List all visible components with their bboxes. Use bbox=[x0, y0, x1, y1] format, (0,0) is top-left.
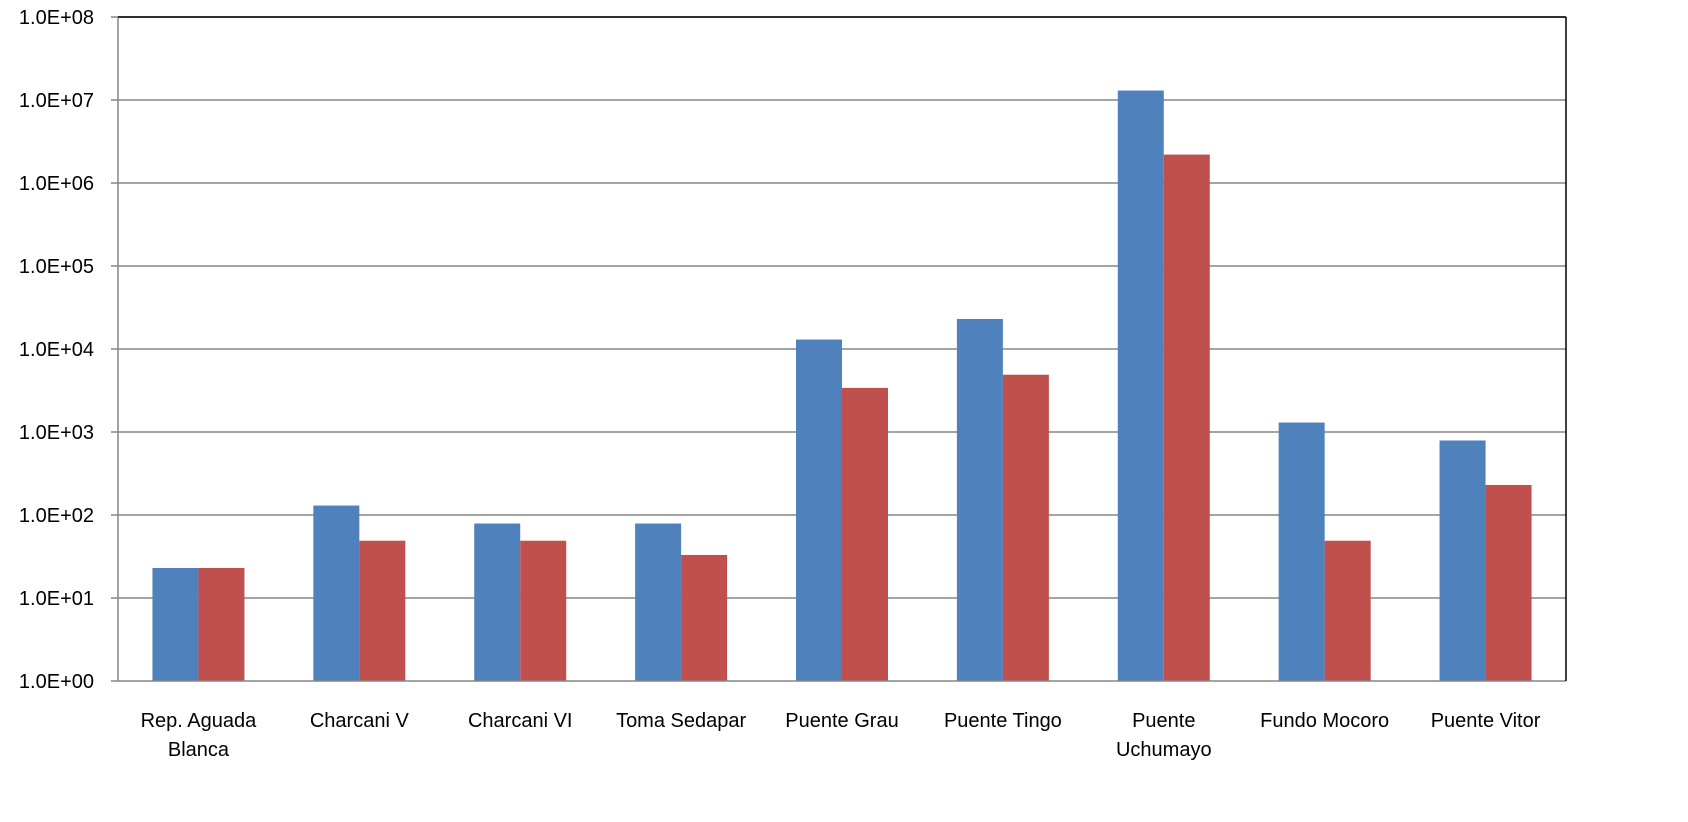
y-tick-labels: 1.0E+00 1.0E+01 1.0E+02 1.0E+03 1.0E+04 1.0E+… bbox=[19, 7, 94, 693]
x-category-labels: Rep. Aguada Blanca Charcani V Charcani VI To… bbox=[141, 710, 1541, 761]
x-tick-label-line: Fundo Mocoro bbox=[1260, 710, 1389, 732]
y-tick-label: 1.0E+02 bbox=[19, 505, 94, 527]
y-tick-label: 1.0E+03 bbox=[19, 422, 94, 444]
y-tick-label: 1.0E+08 bbox=[19, 7, 94, 29]
x-tick-label-line: Puente Grau bbox=[785, 710, 898, 732]
bar bbox=[313, 505, 360, 681]
bar bbox=[1002, 374, 1049, 681]
x-tick-label-line: Blanca bbox=[168, 739, 230, 761]
y-tick-label: 1.0E+04 bbox=[19, 339, 94, 361]
bar bbox=[152, 567, 199, 681]
x-tick-label: Puente Grau bbox=[785, 710, 898, 732]
x-tick-label-line: Charcani V bbox=[310, 710, 410, 732]
bar bbox=[1485, 484, 1532, 681]
bar bbox=[359, 540, 406, 681]
bar bbox=[520, 540, 567, 681]
x-tick-label: Puente Tingo bbox=[944, 710, 1062, 732]
x-tick-label: Puente Uchumayo bbox=[1116, 710, 1212, 761]
x-tick-label-line: Puente Tingo bbox=[944, 710, 1062, 732]
bar bbox=[1324, 540, 1371, 681]
x-tick-label-line: Toma Sedapar bbox=[616, 710, 746, 732]
bars bbox=[152, 90, 1532, 681]
x-tick-label: Rep. Aguada Blanca bbox=[141, 710, 258, 761]
x-tick-label: Charcani V bbox=[310, 710, 410, 732]
bar bbox=[1163, 154, 1210, 681]
axes bbox=[117, 16, 1567, 682]
y-tick-label: 1.0E+01 bbox=[19, 588, 94, 610]
x-tick-label: Puente Vitor bbox=[1431, 710, 1541, 732]
bar bbox=[796, 339, 842, 681]
x-tick-label: Fundo Mocoro bbox=[1260, 710, 1389, 732]
x-tick-label-line: Puente bbox=[1132, 710, 1195, 732]
y-tick-label: 1.0E+00 bbox=[19, 671, 94, 693]
y-tick-label: 1.0E+06 bbox=[19, 173, 94, 195]
bar bbox=[842, 387, 888, 681]
x-tick-label: Toma Sedapar bbox=[616, 710, 746, 732]
bar bbox=[635, 523, 682, 681]
x-tick-label-line: Puente Vitor bbox=[1431, 710, 1541, 732]
bar bbox=[198, 567, 245, 681]
bar bbox=[956, 318, 1003, 681]
bar bbox=[474, 523, 521, 681]
bar bbox=[1278, 422, 1325, 681]
bar bbox=[1117, 90, 1164, 681]
bar bbox=[1439, 440, 1486, 681]
x-tick-label: Charcani VI bbox=[468, 710, 573, 732]
x-tick-label-line: Charcani VI bbox=[468, 710, 573, 732]
x-tick-label-line: Uchumayo bbox=[1116, 739, 1212, 761]
x-tick-label-line: Rep. Aguada bbox=[141, 710, 258, 732]
y-tick-label: 1.0E+05 bbox=[19, 256, 94, 278]
y-tick-label: 1.0E+07 bbox=[19, 90, 94, 112]
bar bbox=[681, 554, 728, 681]
